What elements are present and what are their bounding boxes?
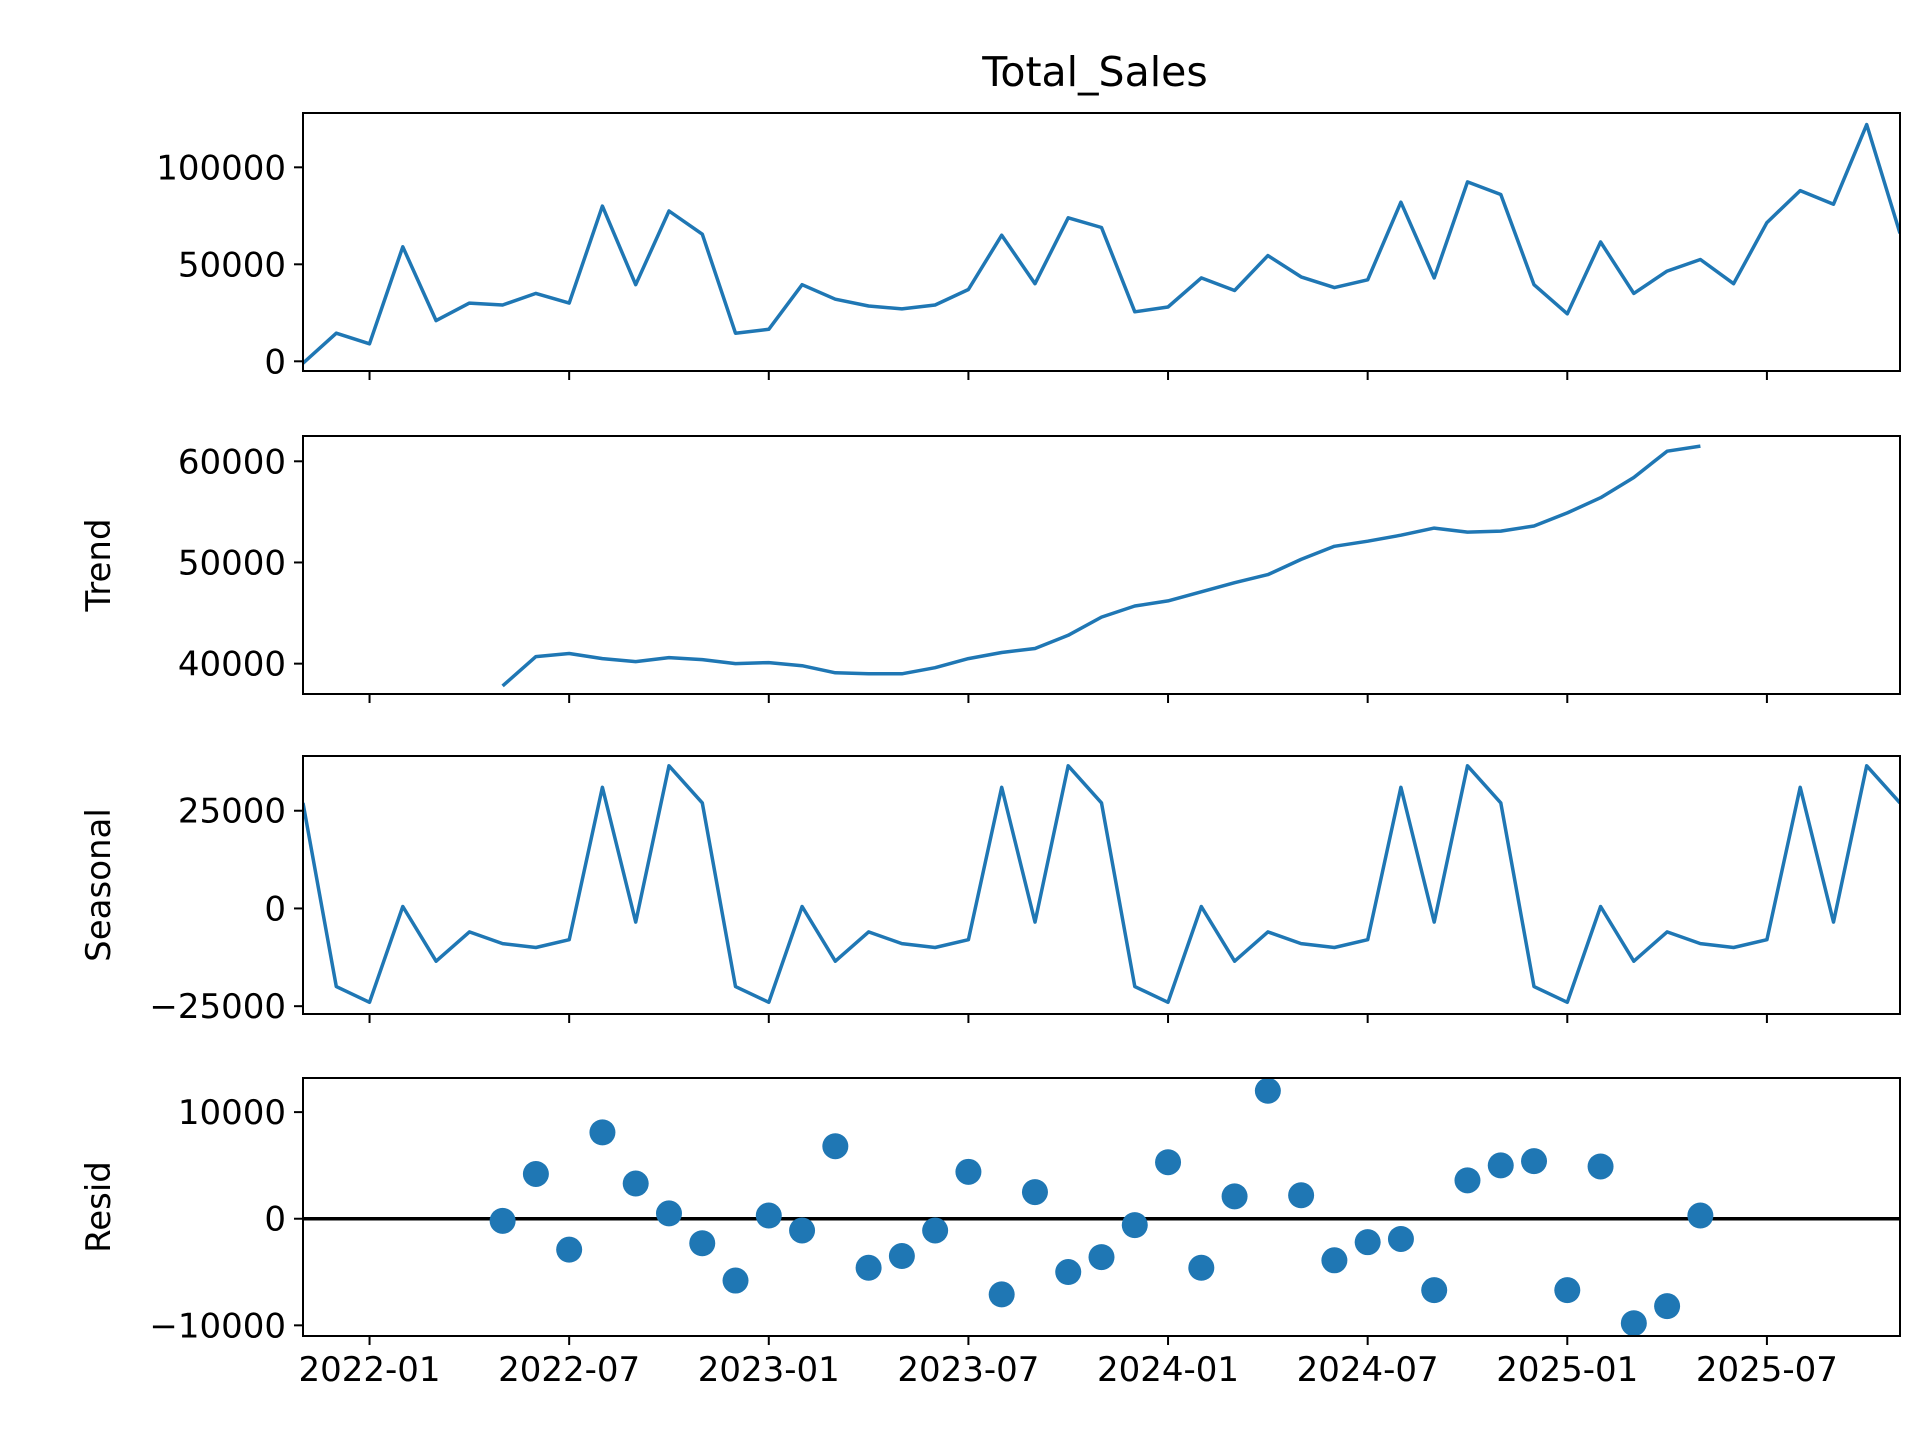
xtick-label: 2023-01	[698, 1350, 840, 1390]
resid-point	[489, 1207, 516, 1234]
resid-point	[888, 1243, 915, 1270]
observed-ytick-label: 50000	[178, 245, 286, 285]
observed-ytick-label: 100000	[156, 148, 286, 188]
resid-ytick-label: −10000	[149, 1306, 286, 1346]
resid-point	[1021, 1179, 1048, 1206]
resid-point	[556, 1236, 583, 1263]
resid-point	[1387, 1225, 1414, 1252]
observed-series-line	[303, 122, 1900, 365]
seasonal-ytick-label: −25000	[149, 987, 286, 1027]
xtick-label: 2022-01	[299, 1350, 441, 1390]
resid-axes-frame	[302, 1077, 1901, 1337]
resid-point	[1288, 1182, 1315, 1209]
resid-point	[655, 1200, 682, 1227]
resid-point	[1221, 1183, 1248, 1210]
resid-point	[1088, 1244, 1115, 1271]
resid-point	[1155, 1149, 1182, 1176]
resid-point	[1254, 1077, 1281, 1104]
resid-points	[489, 1077, 1714, 1337]
resid-point	[1121, 1212, 1148, 1239]
resid-point	[622, 1170, 649, 1197]
resid-point	[722, 1267, 749, 1294]
xtick-label: 2025-01	[1496, 1350, 1638, 1390]
resid-point	[1521, 1148, 1548, 1175]
xtick-label: 2024-07	[1297, 1350, 1439, 1390]
resid-point	[1055, 1259, 1082, 1286]
trend-series-line	[501, 444, 1701, 688]
xtick-label: 2025-07	[1696, 1350, 1838, 1390]
resid-point	[1654, 1293, 1681, 1320]
resid-point	[988, 1281, 1015, 1308]
resid-point	[855, 1254, 882, 1281]
trend-ylabel: Trend	[79, 518, 119, 612]
resid-point	[922, 1217, 949, 1244]
seasonal-ylabel: Seasonal	[79, 808, 119, 962]
seasonal-ytick-label: 25000	[178, 792, 286, 832]
seasonal-series-line	[303, 764, 1900, 1005]
resid-point	[1321, 1247, 1348, 1274]
resid-ytick-label: 10000	[178, 1093, 286, 1133]
xtick-label: 2024-01	[1097, 1350, 1239, 1390]
trend-ytick-label: 40000	[178, 645, 286, 685]
resid-ytick-label: 0	[264, 1200, 286, 1240]
resid-point	[1554, 1277, 1581, 1304]
observed-ytick-label: 0	[264, 342, 286, 382]
trend-ytick-label: 50000	[178, 543, 286, 583]
xtick-label: 2023-07	[897, 1350, 1039, 1390]
seasonal-axes-frame	[302, 755, 1901, 1015]
resid-point	[1687, 1202, 1714, 1229]
resid-point	[589, 1119, 616, 1146]
resid-point	[522, 1160, 549, 1187]
chart-title: Total_Sales	[981, 48, 1207, 96]
panel-trend: 40000 50000 60000 Trend	[79, 435, 1901, 703]
decomposition-panels: 050000100000400005000060000Trend−2500002…	[79, 112, 1901, 1390]
trend-axes-frame	[302, 435, 1901, 695]
seasonal-ytick-label: 0	[264, 889, 286, 929]
trend-ytick-label: 60000	[178, 442, 286, 482]
panel-seasonal: −25000 0 25000 Seasonal	[79, 755, 1901, 1027]
resid-point	[1487, 1152, 1514, 1179]
resid-point	[789, 1217, 816, 1244]
resid-ylabel: Resid	[79, 1161, 119, 1253]
resid-point	[1587, 1153, 1614, 1180]
resid-point	[955, 1158, 982, 1185]
resid-point	[1620, 1310, 1647, 1337]
resid-point	[822, 1133, 849, 1160]
resid-point	[1188, 1254, 1215, 1281]
resid-point	[755, 1202, 782, 1229]
resid-point	[1421, 1277, 1448, 1304]
resid-point	[1454, 1167, 1481, 1194]
observed-axes-frame	[302, 112, 1901, 372]
panel-resid: −10000 0 10000 2022-01 2022-07 2023-01 2023-07…	[79, 1077, 1901, 1390]
panel-observed: 0 50000 100000	[156, 112, 1901, 382]
xtick-label: 2022-07	[498, 1350, 640, 1390]
resid-point	[1354, 1229, 1381, 1256]
resid-point	[689, 1230, 716, 1257]
